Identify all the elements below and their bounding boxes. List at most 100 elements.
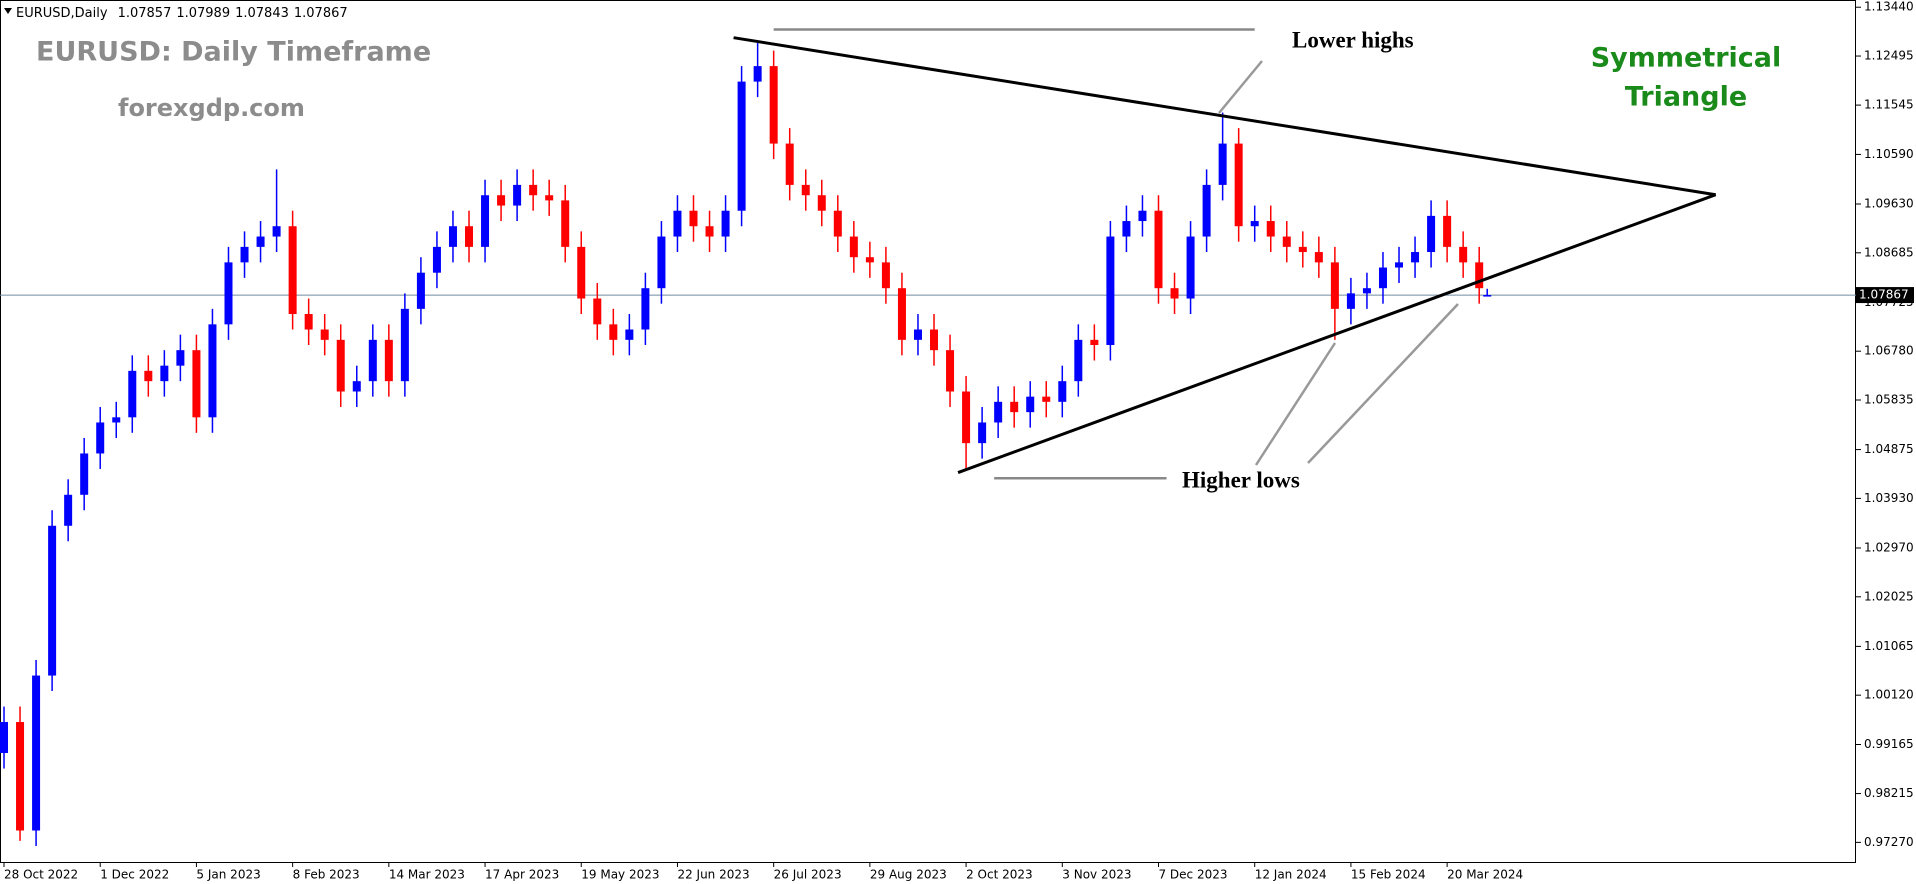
y-tick-label: 0.99165 (1864, 737, 1914, 751)
candle-body (1042, 396, 1051, 402)
candle-body (1202, 184, 1211, 237)
candle-body (256, 236, 265, 247)
candle-body (432, 246, 441, 273)
candle-body (817, 195, 826, 211)
candle-body (1427, 215, 1436, 253)
candle-body (1250, 221, 1259, 227)
candle-body (1106, 236, 1115, 346)
candle-body (1395, 262, 1404, 268)
y-tick-label: 1.04875 (1864, 442, 1914, 456)
candle-body (1026, 396, 1035, 413)
y-tick-label: 1.02970 (1864, 540, 1914, 554)
candle-body (497, 195, 506, 206)
x-tick-label: 29 Aug 2023 (870, 868, 947, 882)
y-tick-label: 1.12495 (1864, 49, 1914, 63)
y-tick-label: 1.11545 (1864, 98, 1914, 112)
candle-body (930, 329, 939, 351)
y-tick-label: 1.05835 (1864, 393, 1914, 407)
candle-body (978, 422, 987, 444)
candle-body (897, 288, 906, 340)
pattern-title: Symmetrical (1591, 43, 1782, 74)
candle-body (689, 210, 698, 227)
candle-body (1459, 246, 1468, 263)
candle-body (336, 339, 345, 392)
candle-body (224, 262, 233, 325)
y-tick-label: 0.97270 (1864, 835, 1914, 849)
candle-body (1330, 262, 1339, 309)
candle-body (288, 226, 297, 315)
close-value: 1.07867 (294, 6, 348, 21)
candle-body (962, 391, 971, 444)
candle-body (208, 324, 217, 418)
candle-body (272, 226, 281, 237)
candle-body (705, 226, 714, 237)
candle-body (0, 722, 9, 754)
candle-body (1483, 295, 1492, 297)
candle-body (128, 370, 137, 418)
candle-body (1378, 267, 1387, 289)
candle-body (176, 350, 185, 366)
candle-body (1234, 143, 1243, 227)
x-tick-label: 2 Oct 2023 (966, 868, 1033, 882)
candle-body (64, 494, 73, 526)
x-tick-label: 14 Mar 2023 (389, 868, 465, 882)
candle-body (192, 350, 201, 418)
candle-body (513, 184, 522, 206)
x-tick-label: 1 Dec 2022 (100, 868, 169, 882)
chart-header: EURUSD,Daily 1.07857 1.07989 1.07843 1.07867 (16, 6, 348, 21)
candle-body (465, 226, 474, 247)
y-tick-label: 0.98215 (1864, 786, 1914, 800)
candle-body (1362, 288, 1371, 294)
candle-body (16, 722, 25, 831)
y-tick-label: 1.08685 (1864, 245, 1914, 259)
candle-body (1074, 339, 1083, 382)
y-tick-label: 1.03930 (1864, 491, 1914, 505)
y-tick-label: 1.00120 (1864, 688, 1914, 702)
candle-body (849, 236, 858, 258)
watermark: EURUSD: Daily Timeframe (36, 37, 431, 68)
low-value: 1.07843 (235, 6, 289, 21)
x-tick-label: 26 Jul 2023 (774, 868, 842, 882)
pointer (1254, 342, 1337, 466)
candle-body (769, 66, 778, 144)
candle-body (352, 381, 361, 392)
candle-body (865, 257, 874, 263)
x-tick-label: 28 Oct 2022 (4, 868, 78, 882)
trendline (957, 193, 1717, 474)
candle-body (641, 288, 650, 330)
candle-body (833, 210, 842, 237)
candle-body (1122, 221, 1131, 237)
candle-body (881, 262, 890, 289)
candle-body (416, 272, 425, 309)
candle-body (785, 143, 794, 185)
candle-body (368, 339, 377, 382)
high-value: 1.07989 (176, 6, 230, 21)
candle-body (1154, 210, 1163, 289)
trendline (733, 36, 1716, 197)
pattern-title: Triangle (1625, 82, 1747, 113)
candle-body (545, 195, 554, 201)
symbol: EURUSD,Daily (16, 6, 108, 21)
candle-body (946, 350, 955, 392)
candle-body (609, 324, 618, 340)
candle-body (1346, 293, 1355, 309)
candle-body (994, 401, 1003, 423)
candle-body (1282, 236, 1291, 247)
candle-body (400, 308, 409, 382)
menu-arrow (4, 8, 12, 14)
candle-body (577, 246, 586, 299)
candle-body (721, 210, 730, 237)
candle-body (96, 422, 105, 454)
y-tick-label: 1.02025 (1864, 589, 1914, 603)
candle-body (673, 210, 682, 237)
pointer (1218, 60, 1263, 114)
x-tick-label: 19 May 2023 (581, 868, 659, 882)
y-tick-label: 1.09630 (1864, 197, 1914, 211)
y-tick-label: 1.01065 (1864, 639, 1914, 653)
x-tick-label: 22 Jun 2023 (677, 868, 749, 882)
candle-body (112, 417, 121, 423)
y-tick-label: 1.10590 (1864, 147, 1914, 161)
candle-body (32, 675, 41, 831)
y-tick-label: 1.06780 (1864, 344, 1914, 358)
